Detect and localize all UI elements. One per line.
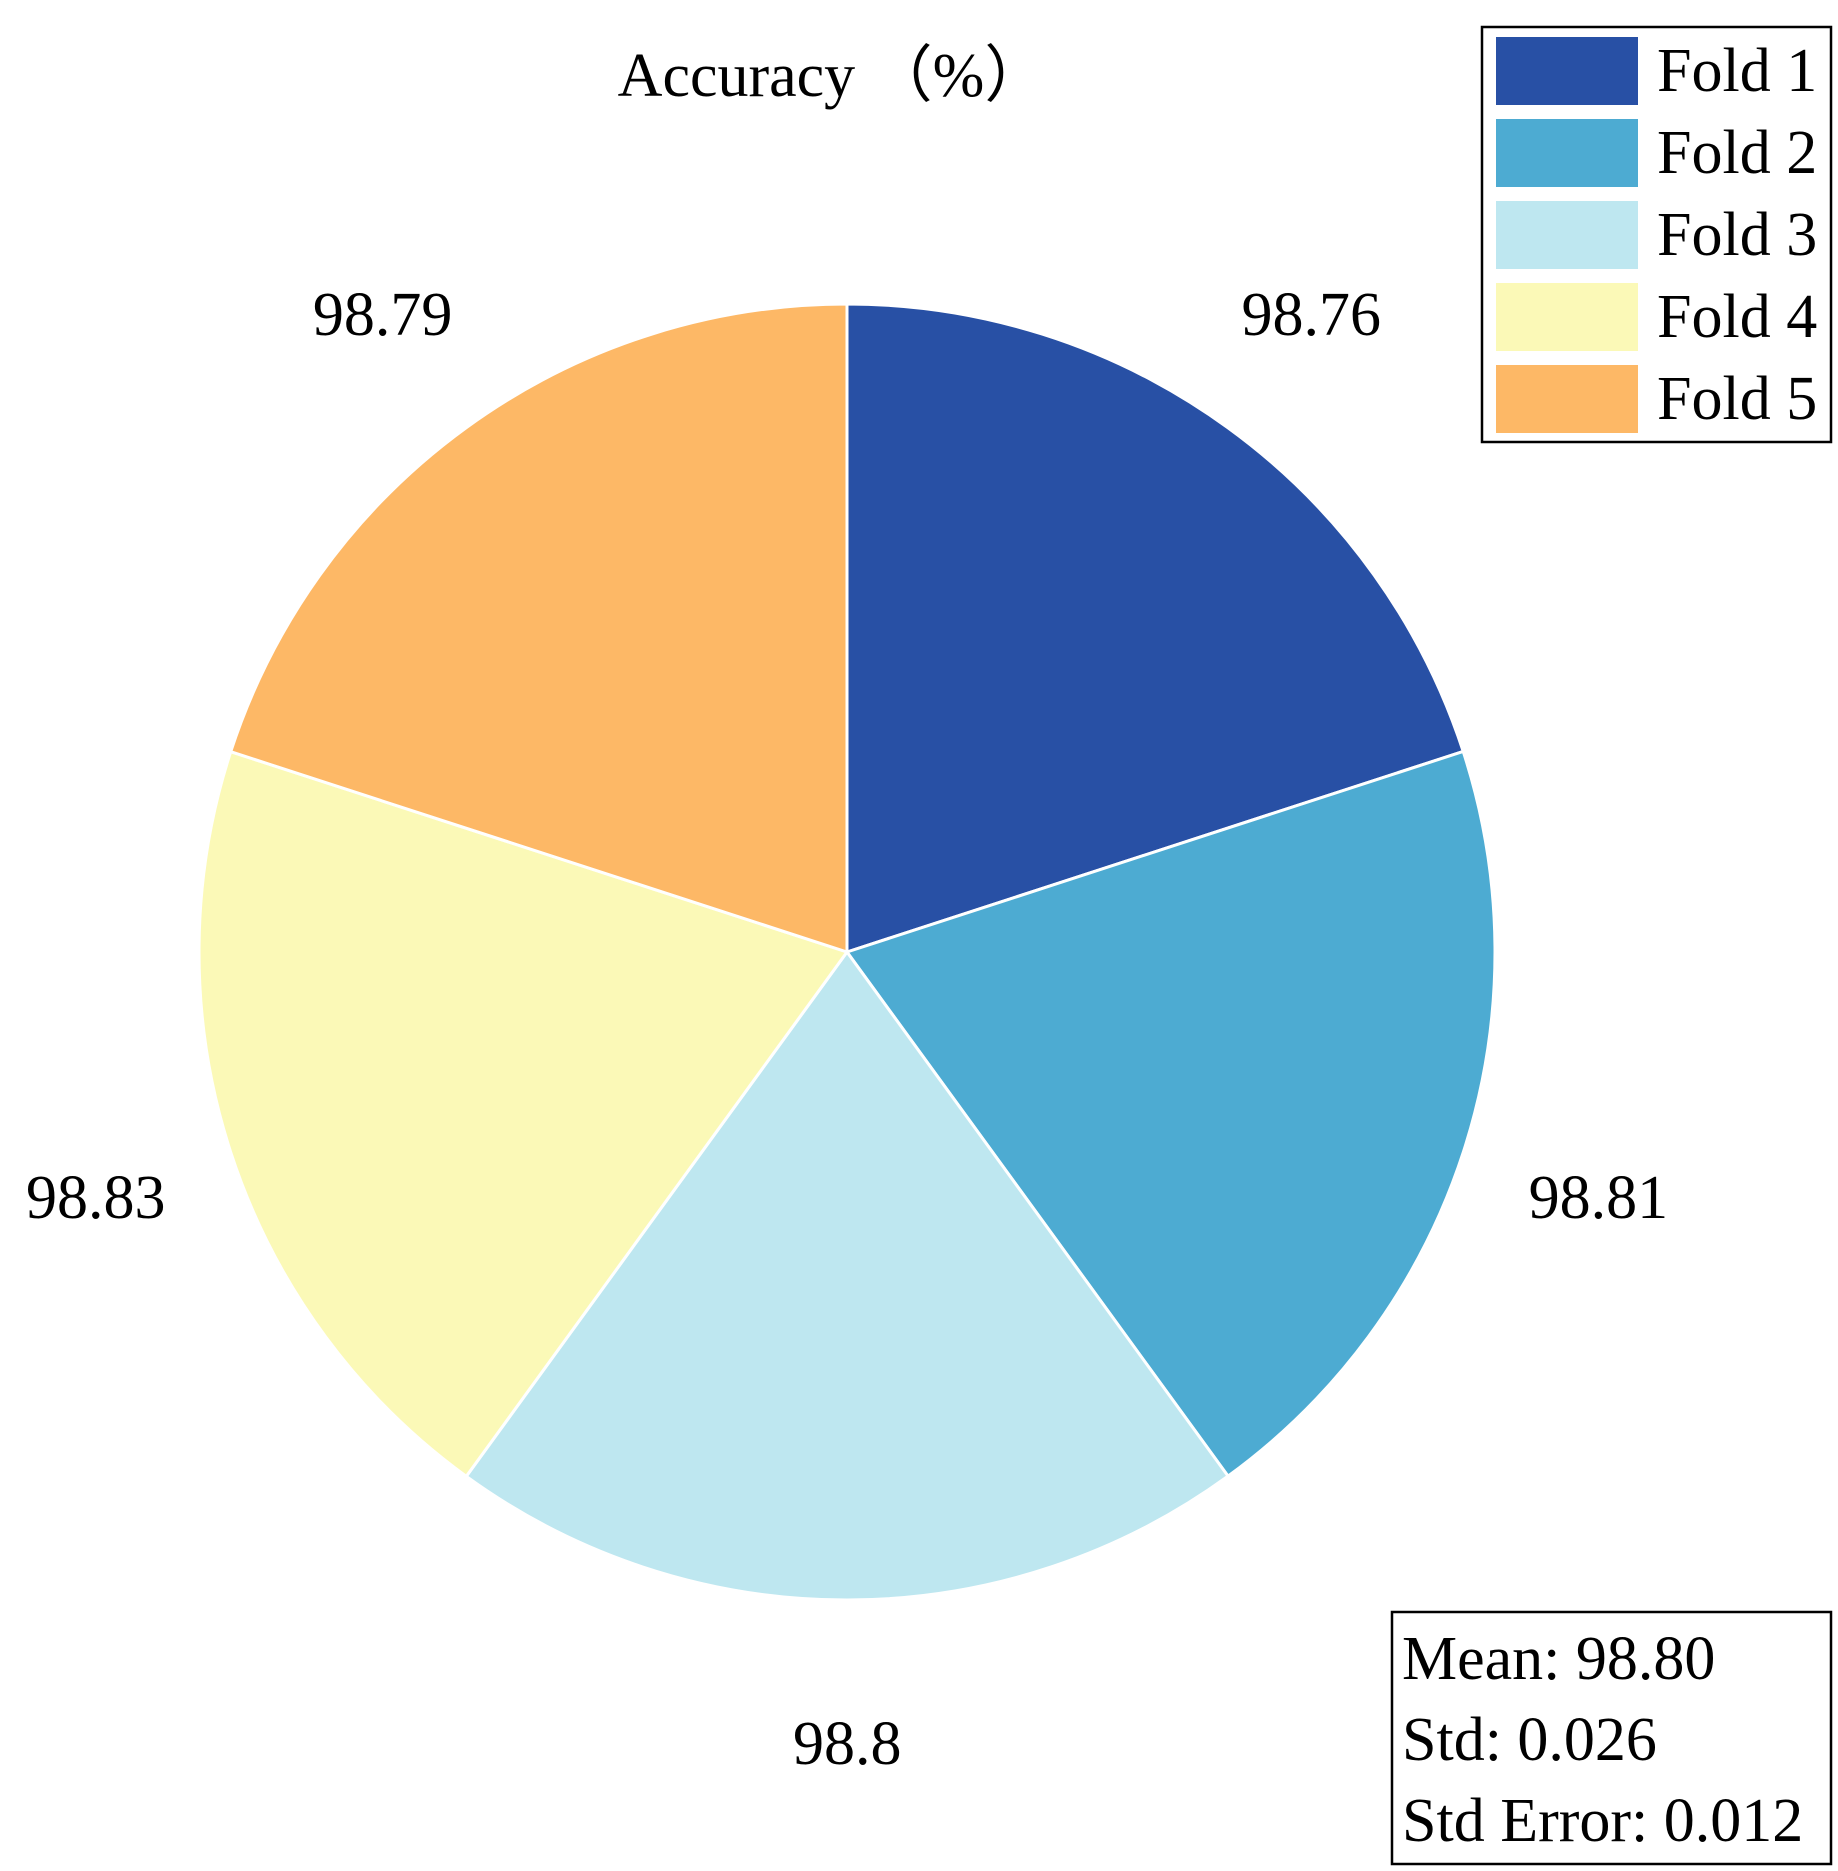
pie-slice-fold-3 <box>464 949 1231 1602</box>
legend-item-fold-1: Fold 1 <box>1496 37 1817 105</box>
slice-label-fold-3: 98.8 <box>793 1710 902 1778</box>
pie-slice-fold-1 <box>845 302 1466 955</box>
legend-label: Fold 1 <box>1657 37 1817 105</box>
legend-label: Fold 2 <box>1657 119 1817 187</box>
legend-label: Fold 3 <box>1657 201 1817 269</box>
stats-std: Std: 0.026 <box>1402 1706 1657 1774</box>
legend-label: Fold 4 <box>1657 283 1817 351</box>
legend-item-fold-2: Fold 2 <box>1496 119 1817 187</box>
slice-label-fold-4: 98.83 <box>26 1164 166 1232</box>
slice-label-fold-5: 98.79 <box>313 281 453 349</box>
legend: Fold 1 Fold 2 Fold 3 Fold 4 Fold 5 <box>1480 25 1833 444</box>
pie-slice-fold-5 <box>228 302 849 955</box>
stats-std-error: Std Error: 0.012 <box>1402 1787 1803 1855</box>
legend-swatch <box>1496 119 1638 187</box>
chart-title: Accuracy （%） <box>618 42 1047 110</box>
legend-swatch <box>1496 201 1638 269</box>
legend-swatch <box>1496 283 1638 351</box>
legend-item-fold-5: Fold 5 <box>1496 365 1817 433</box>
legend-items: Fold 1 Fold 2 Fold 3 Fold 4 Fold 5 <box>1496 37 1817 433</box>
legend-swatch <box>1496 365 1638 433</box>
slice-label-fold-2: 98.81 <box>1529 1164 1669 1232</box>
legend-swatch <box>1496 37 1638 105</box>
pie-slices <box>197 302 1497 1602</box>
legend-label: Fold 5 <box>1657 365 1817 433</box>
slice-label-fold-1: 98.76 <box>1241 281 1381 349</box>
legend-item-fold-3: Fold 3 <box>1496 201 1817 269</box>
stats-box: Mean: 98.80 Std: 0.026 Std Error: 0.012 <box>1390 1610 1833 1866</box>
stats-frame <box>1390 1610 1833 1866</box>
pie-slice-fold-2 <box>844 749 1497 1479</box>
pie-slice-fold-4 <box>197 749 850 1479</box>
stats-mean: Mean: 98.80 <box>1402 1625 1715 1693</box>
legend-item-fold-4: Fold 4 <box>1496 283 1817 351</box>
pie-value-labels: 98.76 98.81 98.8 98.83 98.79 <box>26 281 1668 1778</box>
